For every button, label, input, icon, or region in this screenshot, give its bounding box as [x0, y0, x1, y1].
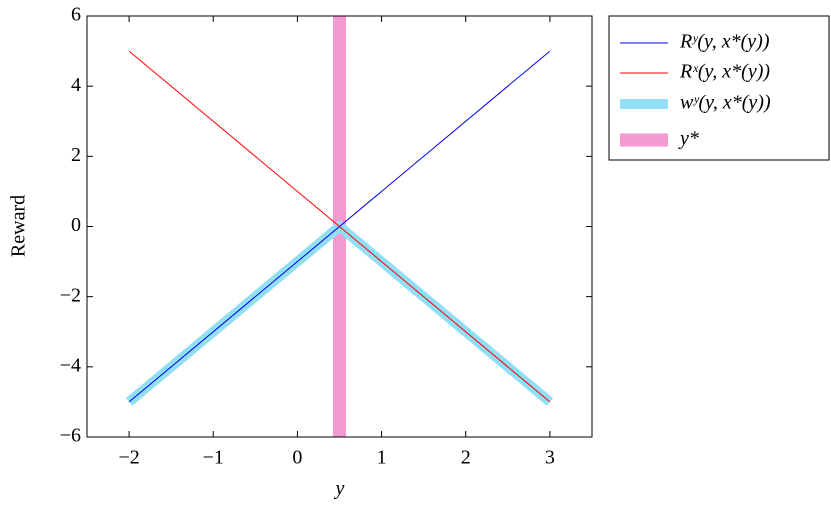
legend-label: y* [678, 128, 699, 150]
x-tick-label: 3 [545, 447, 555, 469]
y-tick-label: −4 [60, 354, 81, 376]
y-tick-label: 2 [71, 144, 81, 166]
y-tick-label: −2 [60, 284, 81, 306]
x-axis-label: y [334, 478, 345, 500]
y-tick-label: −6 [60, 425, 81, 447]
x-tick-label: −1 [203, 447, 224, 469]
x-tick-label: 1 [377, 447, 387, 469]
y-tick-label: 6 [71, 4, 81, 26]
y-axis-label: Reward [8, 195, 30, 257]
x-tick-label: 2 [461, 447, 471, 469]
legend-label: wʸ(y, x*(y)) [680, 92, 771, 114]
series-line [128, 50, 551, 403]
x-tick-label: −2 [118, 447, 139, 469]
legend-label: Rʸ(y, x*(y)) [679, 31, 770, 53]
legend-label: Rˣ(y, x*(y)) [679, 61, 770, 83]
y-tick-label: 0 [71, 214, 81, 236]
x-tick-label: 0 [292, 447, 302, 469]
y-tick-label: 4 [71, 74, 81, 96]
